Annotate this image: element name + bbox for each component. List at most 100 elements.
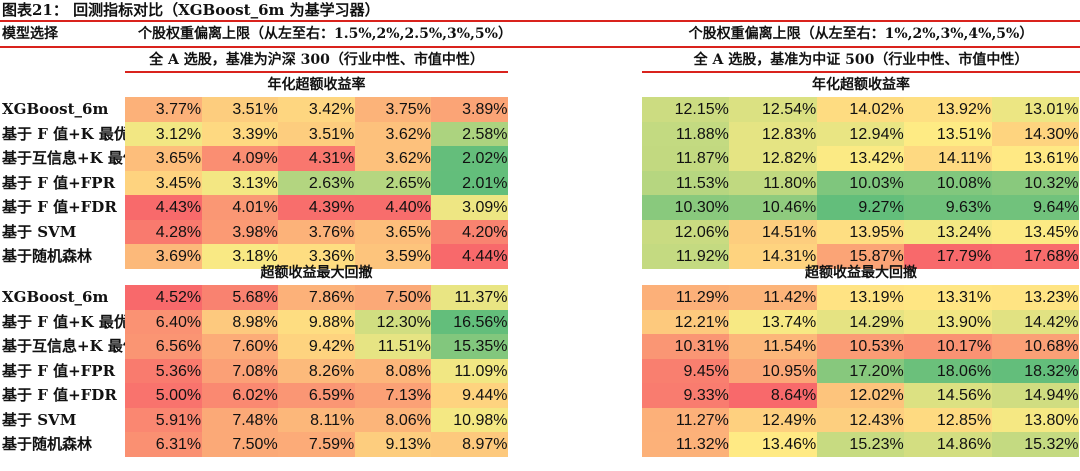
heatmap-cell: 4.01% [201, 195, 279, 220]
heatmap-cell: 3.12% [125, 121, 203, 146]
heatmap-cell: 9.44% [431, 383, 509, 408]
heatmap-cell: 11.09% [431, 358, 509, 383]
heatmap-cell: 12.85% [904, 407, 993, 432]
heatmap-cell: 13.95% [816, 219, 905, 244]
row-label: 基于 F 值+K 最优 [2, 124, 129, 143]
heatmap-cell: 15.32% [991, 432, 1080, 457]
heatmap-cell: 3.65% [125, 146, 203, 171]
heatmap-cell: 11.32% [642, 432, 730, 457]
heatmap-cell: 9.42% [278, 334, 356, 359]
heatmap-cell: 3.75% [354, 97, 432, 122]
heatmap-cell: 12.43% [816, 407, 905, 432]
heatmap-cell: 3.62% [354, 146, 432, 171]
heatmap-cell: 9.13% [354, 432, 432, 457]
heatmap-cell: 8.98% [201, 309, 279, 334]
figure-title: 图表21： 回测指标对比（XGBoost_6m 为基学习器） [2, 1, 380, 19]
heatmap-cell: 18.06% [904, 358, 993, 383]
heatmap-cell: 12.82% [729, 146, 818, 171]
row-label: 基于 SVM [2, 410, 77, 429]
heatmap-cell: 4.39% [278, 195, 356, 220]
row-label: 基于互信息+K 最优 [2, 149, 138, 167]
model-label: 模型选择 [2, 26, 58, 42]
heatmap-cell: 12.49% [729, 407, 818, 432]
heatmap-cell: 9.45% [642, 358, 730, 383]
heatmap-cell: 12.21% [642, 309, 730, 334]
heatmap-cell: 12.94% [816, 121, 905, 146]
heatmap-cell: 6.56% [125, 334, 203, 359]
heatmap-cell: 10.03% [816, 170, 905, 195]
heatmap-cell: 9.64% [991, 195, 1080, 220]
heatmap-cell: 13.46% [729, 432, 818, 457]
heatmap-cell: 11.88% [642, 121, 730, 146]
heatmap-cell: 6.40% [125, 309, 203, 334]
heatmap-cell: 3.89% [431, 97, 509, 122]
heatmap-cell: 6.31% [125, 432, 203, 457]
right-range-header: 个股权重偏离上限（从左至右：1%,2%,3%,4%,5%） [688, 26, 1034, 42]
section-title: 年化超额收益率 [812, 77, 910, 93]
section-title: 超额收益最大回撤 [805, 265, 917, 281]
heatmap-cell: 7.50% [354, 285, 432, 310]
heatmap-cell: 14.02% [816, 97, 905, 122]
heatmap-cell: 4.44% [431, 244, 509, 269]
heatmap-cell: 14.56% [904, 383, 993, 408]
section-title: 超额收益最大回撤 [260, 265, 373, 281]
divider [642, 71, 1080, 73]
heatmap-cell: 13.51% [904, 121, 993, 146]
row-label: 基于随机森林 [2, 435, 93, 453]
heatmap-cell: 3.09% [431, 195, 509, 220]
divider [0, 20, 1080, 22]
heatmap-cell: 13.42% [816, 146, 905, 171]
heatmap-cell: 3.76% [278, 219, 356, 244]
heatmap-cell: 13.74% [729, 309, 818, 334]
heatmap-cell: 2.58% [431, 121, 509, 146]
heatmap-cell: 15.35% [431, 334, 509, 359]
heatmap-cell: 5.91% [125, 407, 203, 432]
heatmap-cell: 3.18% [201, 244, 279, 269]
heatmap-cell: 7.86% [278, 285, 356, 310]
heatmap-cell: 13.80% [991, 407, 1080, 432]
heatmap-cell: 13.19% [816, 285, 905, 310]
heatmap-cell: 3.69% [125, 244, 203, 269]
heatmap-cell: 2.65% [354, 170, 432, 195]
heatmap-cell: 10.31% [642, 334, 730, 359]
heatmap-cell: 14.42% [991, 309, 1080, 334]
heatmap-cell: 12.83% [729, 121, 818, 146]
row-label: 基于 F 值+FDR [2, 386, 117, 404]
heatmap-cell: 12.30% [354, 309, 432, 334]
heatmap-cell: 3.39% [201, 121, 279, 146]
heatmap-cell: 14.86% [904, 432, 993, 457]
heatmap-cell: 2.02% [431, 146, 509, 171]
heatmap-cell: 10.08% [904, 170, 993, 195]
heatmap-cell: 15.87% [816, 244, 905, 269]
heatmap-cell: 8.08% [354, 358, 432, 383]
heatmap-cell: 12.06% [642, 219, 730, 244]
heatmap-cell: 10.46% [729, 195, 818, 220]
heatmap-cell: 7.08% [201, 358, 279, 383]
heatmap-cell: 9.27% [816, 195, 905, 220]
heatmap-cell: 8.64% [729, 383, 818, 408]
heatmap-cell: 8.11% [278, 407, 356, 432]
heatmap-cell: 3.77% [125, 97, 203, 122]
heatmap-cell: 3.62% [354, 121, 432, 146]
heatmap-cell: 13.61% [991, 146, 1080, 171]
heatmap-cell: 11.87% [642, 146, 730, 171]
heatmap-cell: 10.95% [729, 358, 818, 383]
heatmap-cell: 14.94% [991, 383, 1080, 408]
heatmap-cell: 14.51% [729, 219, 818, 244]
heatmap-cell: 3.13% [201, 170, 279, 195]
heatmap-cell: 7.60% [201, 334, 279, 359]
heatmap-cell: 13.31% [904, 285, 993, 310]
heatmap-cell: 11.37% [431, 285, 509, 310]
heatmap-cell: 11.27% [642, 407, 730, 432]
heatmap-cell: 3.98% [201, 219, 279, 244]
heatmap-cell: 14.30% [991, 121, 1080, 146]
row-label: 基于 F 值+K 最优 [2, 312, 129, 331]
row-label: XGBoost_6m [2, 100, 109, 118]
row-label: 基于 SVM [2, 222, 77, 241]
heatmap-cell: 11.54% [729, 334, 818, 359]
heatmap-cell: 8.06% [354, 407, 432, 432]
heatmap-cell: 13.24% [904, 219, 993, 244]
heatmap-cell: 7.50% [201, 432, 279, 457]
heatmap-cell: 3.36% [278, 244, 356, 269]
heatmap-cell: 3.65% [354, 219, 432, 244]
